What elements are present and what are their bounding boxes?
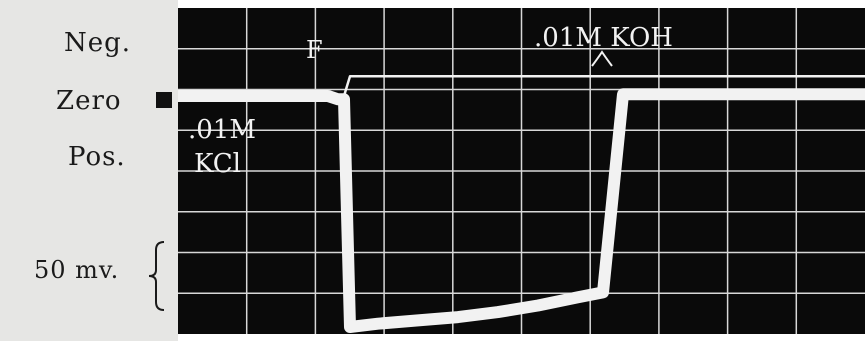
- trace-layer: [178, 74, 865, 333]
- trace-series-2: [178, 88, 865, 333]
- scale-label: 50 mv.: [34, 256, 120, 284]
- zero-marker: [156, 92, 172, 108]
- scale-brace-icon: [148, 241, 165, 311]
- koh-label: .01M KOH: [534, 23, 673, 53]
- neg-label: Neg.: [64, 28, 132, 58]
- koh-pointer: [591, 50, 613, 67]
- pos-label: Pos.: [68, 142, 126, 172]
- kcl-concentration-label: .01M: [188, 115, 256, 145]
- f-mark-label: F: [306, 36, 323, 64]
- label-panel: Neg. Zero Pos. 50 mv.: [0, 0, 178, 341]
- kcl-name-label: KCl: [194, 149, 241, 179]
- zero-label: Zero: [56, 86, 122, 116]
- grid: [178, 8, 865, 334]
- trace-plot: .01M KCl F .01M KOH: [178, 8, 865, 334]
- oscilloscope-screen: .01M KCl F .01M KOH: [178, 8, 865, 334]
